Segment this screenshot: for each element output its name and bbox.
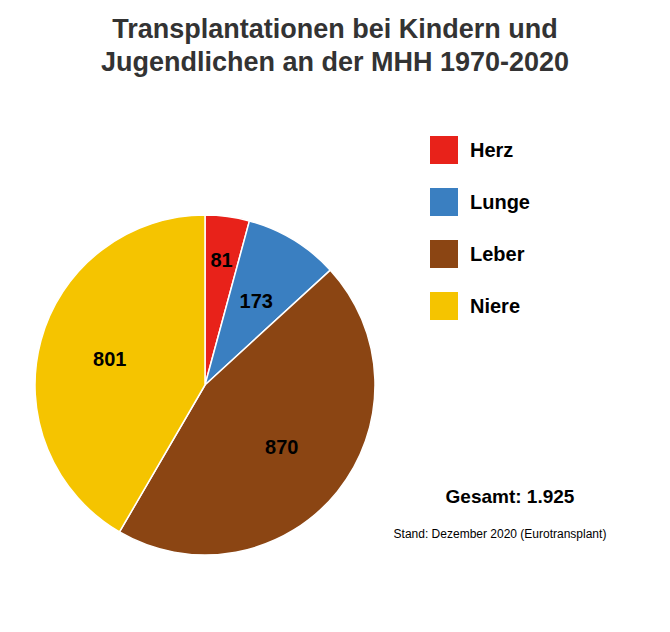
chart-container: Transplantationen bei Kindern undJugendl… — [0, 0, 670, 632]
legend-swatch — [430, 240, 458, 268]
legend-swatch — [430, 292, 458, 320]
legend-swatch — [430, 136, 458, 164]
data-label: 173 — [240, 290, 273, 312]
legend-item: Lunge — [430, 188, 530, 216]
legend: Herz Lunge Leber Niere — [430, 136, 530, 320]
legend-item: Herz — [430, 136, 513, 164]
data-label: 870 — [265, 436, 298, 458]
legend-label: Herz — [470, 139, 513, 161]
pie-slice — [35, 215, 205, 532]
legend-label: Lunge — [470, 191, 530, 213]
title-line: Transplantationen bei Kindern und — [112, 14, 558, 44]
data-labels: 81 173 870 801 — [93, 249, 298, 458]
annotation: Gesamt: 1.925 — [446, 486, 575, 507]
data-label: 81 — [210, 249, 232, 271]
legend-swatch — [430, 188, 458, 216]
pie — [35, 215, 375, 555]
title-line: Jugendlichen an der MHH 1970-2020 — [101, 47, 569, 77]
title: Transplantationen bei Kindern undJugendl… — [101, 14, 569, 77]
legend-item: Niere — [430, 292, 520, 320]
legend-item: Leber — [430, 240, 525, 268]
legend-label: Niere — [470, 295, 520, 317]
annotation: Stand: Dezember 2020 (Eurotransplant) — [394, 527, 607, 541]
data-label: 801 — [93, 348, 126, 370]
chart-svg: Transplantationen bei Kindern undJugendl… — [0, 0, 670, 632]
legend-label: Leber — [470, 243, 525, 265]
